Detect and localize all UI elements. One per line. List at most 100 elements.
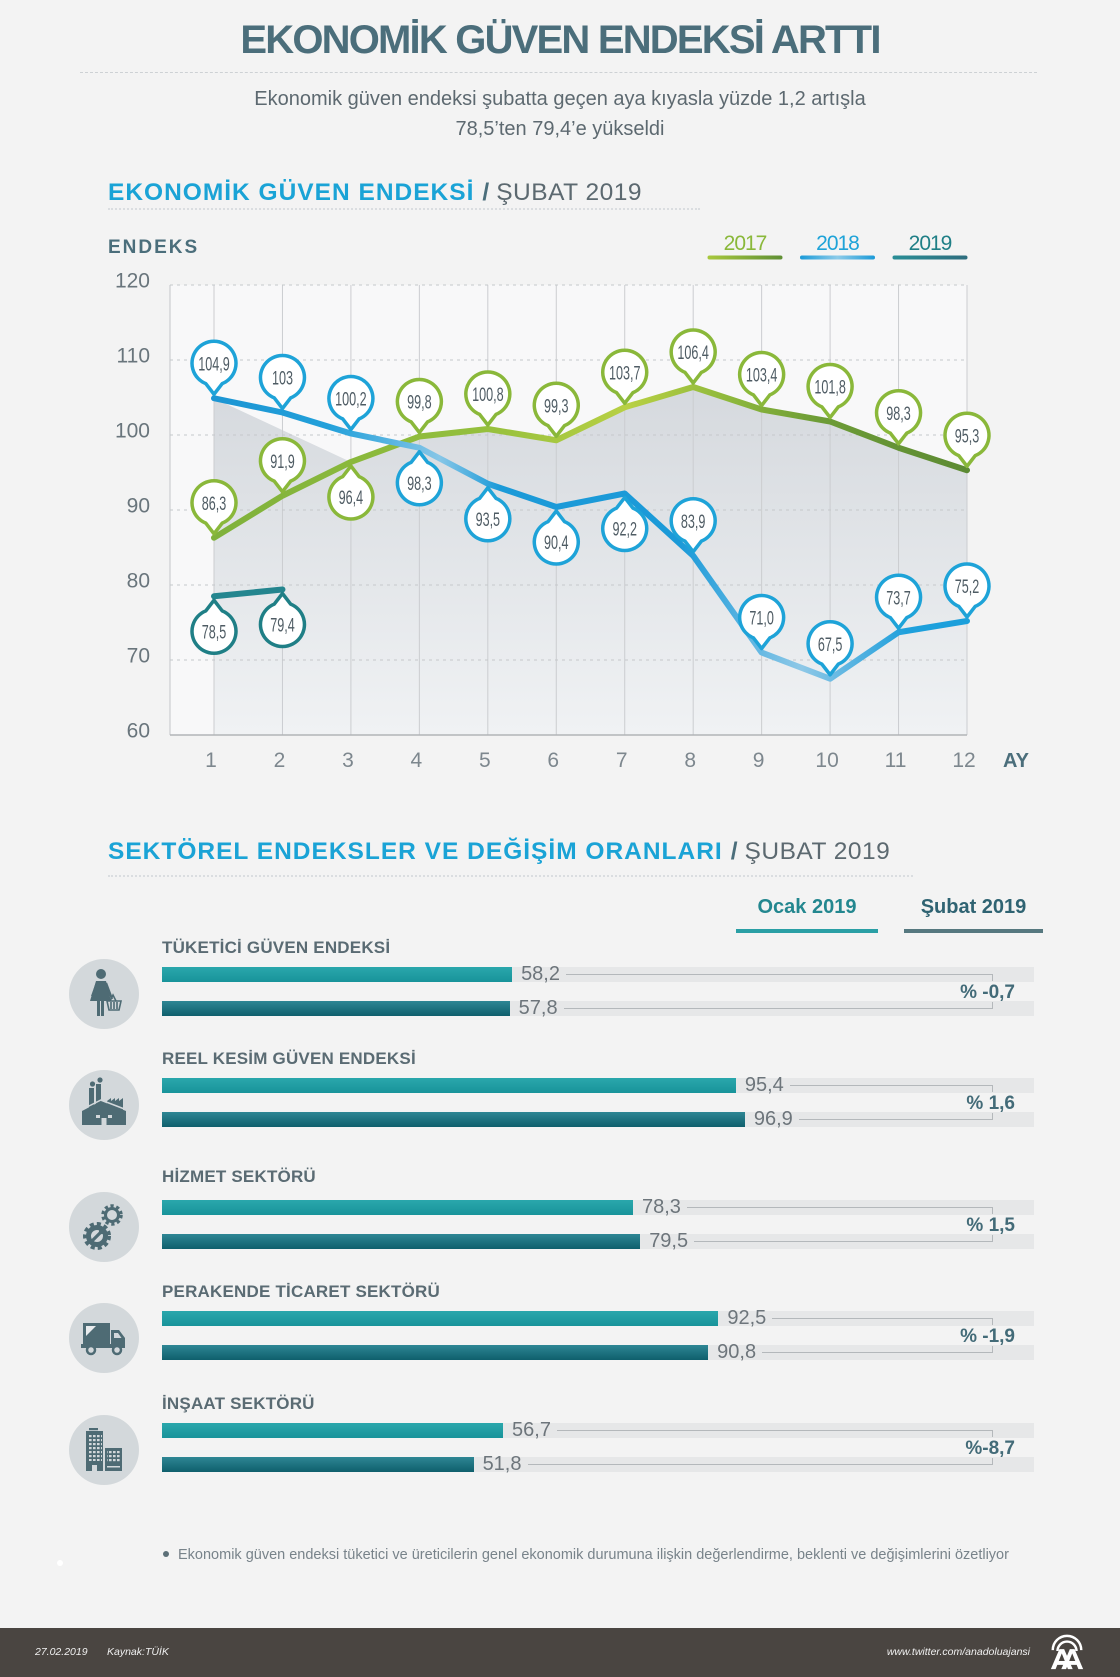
bar-subat (162, 1457, 474, 1472)
data-label-bubble (327, 464, 375, 521)
sector-title: HİZMET SEKTÖRÜ (162, 1167, 316, 1186)
change-percent: %-8,7 (965, 1438, 1015, 1459)
chart-heading-separator: / (482, 179, 490, 206)
data-label-bubble (190, 339, 238, 396)
data-label-bubble (874, 389, 923, 446)
twitter-link[interactable]: www.twitter.com/anadoluajansi (886, 1646, 1030, 1658)
bar-value-subat: 79,5 (649, 1230, 689, 1252)
bar-row-ocak: 95,4 (162, 1075, 1034, 1095)
bar-value-ocak: 92,5 (727, 1307, 767, 1329)
y-tick-label: 120 (115, 270, 150, 293)
data-label-text: 90,4 (544, 533, 569, 554)
data-label-2017: 98,3 (874, 389, 923, 446)
chart-heading-divider (108, 208, 700, 210)
bar-ocak (162, 1078, 736, 1093)
data-label-text: 98,3 (407, 474, 432, 495)
legend-swatch-2017 (707, 255, 783, 260)
data-label-text: 83,9 (681, 512, 706, 533)
column-underline-ocak (736, 929, 878, 933)
change-percent: % 1,6 (966, 1093, 1015, 1114)
bar-row-ocak: 78,3 (162, 1196, 1034, 1218)
bar-row-subat: 96,9 (162, 1108, 1034, 1130)
data-label-bubble (258, 353, 307, 411)
data-label-text: 100,2 (335, 390, 367, 411)
data-label-bubble (600, 348, 649, 405)
data-label-2018: 92,2 (600, 495, 649, 553)
data-label-text: 78,5 (202, 622, 227, 643)
data-label-2018: 71,0 (737, 593, 786, 651)
data-label-2017: 101,8 (806, 362, 854, 420)
bar-ocak (162, 1200, 633, 1215)
data-label-text: 91,9 (270, 452, 295, 473)
data-label-bubble (669, 497, 717, 554)
x-tick-label: 7 (616, 749, 628, 772)
x-tick-label: 6 (547, 749, 559, 772)
data-label-2018: 93,5 (464, 486, 512, 543)
y-tick-label: 60 (127, 720, 150, 743)
column-underline-subat (904, 929, 1043, 933)
bar-value-ocak: 78,3 (641, 1196, 681, 1218)
data-label-text: 93,5 (476, 510, 501, 531)
buildings-icon (69, 1415, 139, 1485)
data-label-text: 100,8 (472, 385, 504, 406)
data-label-bubble (464, 370, 512, 427)
bar-value-subat: 96,9 (753, 1108, 793, 1130)
column-header-subat: Şubat 2019 (920, 896, 1027, 918)
footer-date: 27.02.2019 (35, 1646, 88, 1658)
gears-icon (69, 1192, 139, 1262)
x-tick-label: 5 (479, 749, 491, 772)
legend-label-2018: 2018 (816, 232, 859, 255)
bracket-line (694, 1235, 993, 1242)
sector-heading-separator: / (730, 838, 738, 865)
data-label-bubble (190, 598, 238, 655)
data-label-bubble (737, 350, 786, 408)
sector-title: TÜKETİCİ GÜVEN ENDEKSİ (162, 938, 391, 957)
data-label-2019: 78,5 (190, 598, 238, 655)
bar-subat (162, 1112, 745, 1127)
bar-row-subat: 51,8 (162, 1453, 1034, 1475)
legend-label-2019: 2019 (909, 232, 952, 255)
data-label-2019: 79,4 (258, 591, 307, 649)
x-tick-label: 1 (205, 749, 217, 772)
data-label-text: 96,4 (339, 488, 364, 509)
footnote: Ekonomik güven endeksi tüketici ve üreti… (163, 1545, 1009, 1565)
bar-value-subat: 51,8 (482, 1453, 522, 1475)
x-tick-label: 9 (753, 749, 765, 772)
bar-row-subat: 79,5 (162, 1230, 1034, 1252)
data-label-text: 103 (272, 369, 293, 390)
sector-title: REEL KESİM GÜVEN ENDEKSİ (162, 1049, 416, 1068)
x-tick-label: 3 (342, 749, 354, 772)
footer: 27.02.2019 Kaynak:TÜİK www.twitter.com/a… (0, 1628, 1120, 1677)
chart-section-heading: EKONOMİK GÜVEN ENDEKSİ / ŞUBAT 2019 (108, 178, 642, 208)
page-title: EKONOMİK GÜVEN ENDEKSİ ARTTI (240, 18, 881, 62)
data-label-bubble (806, 620, 854, 677)
bracket-line (566, 974, 993, 981)
title-divider (80, 72, 1037, 73)
data-label-bubble (327, 374, 375, 432)
legend-swatch-2019 (892, 255, 968, 260)
bracket-line (556, 1430, 994, 1437)
aa-logo-icon (1048, 1633, 1086, 1671)
bar-ocak (162, 1423, 504, 1438)
data-label-2017: 95,3 (943, 411, 991, 468)
bracket-line (563, 1002, 994, 1009)
legend-label-2017: 2017 (724, 232, 767, 255)
data-label-bubble (258, 591, 307, 649)
woman-shopper-icon (69, 959, 139, 1029)
sector-heading-main: SEKTÖREL ENDEKSLER VE DEĞİŞİM ORANLARI (108, 838, 723, 865)
x-tick-label: 8 (684, 749, 696, 772)
footnote-text: Ekonomik güven endeksi tüketici ve üreti… (178, 1547, 1009, 1563)
data-label-text: 92,2 (612, 520, 637, 541)
line-series-2019 (211, 586, 286, 600)
legend-swatch-2018 (800, 255, 875, 260)
bar-subat (162, 1001, 510, 1016)
data-label-2018: 104,9 (190, 339, 238, 396)
bar-ocak (162, 967, 513, 982)
sector-insaat: İNŞAAT SEKTÖRÜ 56,7 51,8 %-8,7 (0, 1394, 1120, 1485)
data-label-bubble (943, 411, 991, 468)
data-label-bubble (395, 450, 444, 507)
bar-row-ocak: 56,7 (162, 1420, 1034, 1440)
change-percent: % 1,5 (966, 1215, 1015, 1236)
data-label-2018: 73,7 (874, 573, 923, 630)
line-series-2018 (211, 395, 970, 682)
